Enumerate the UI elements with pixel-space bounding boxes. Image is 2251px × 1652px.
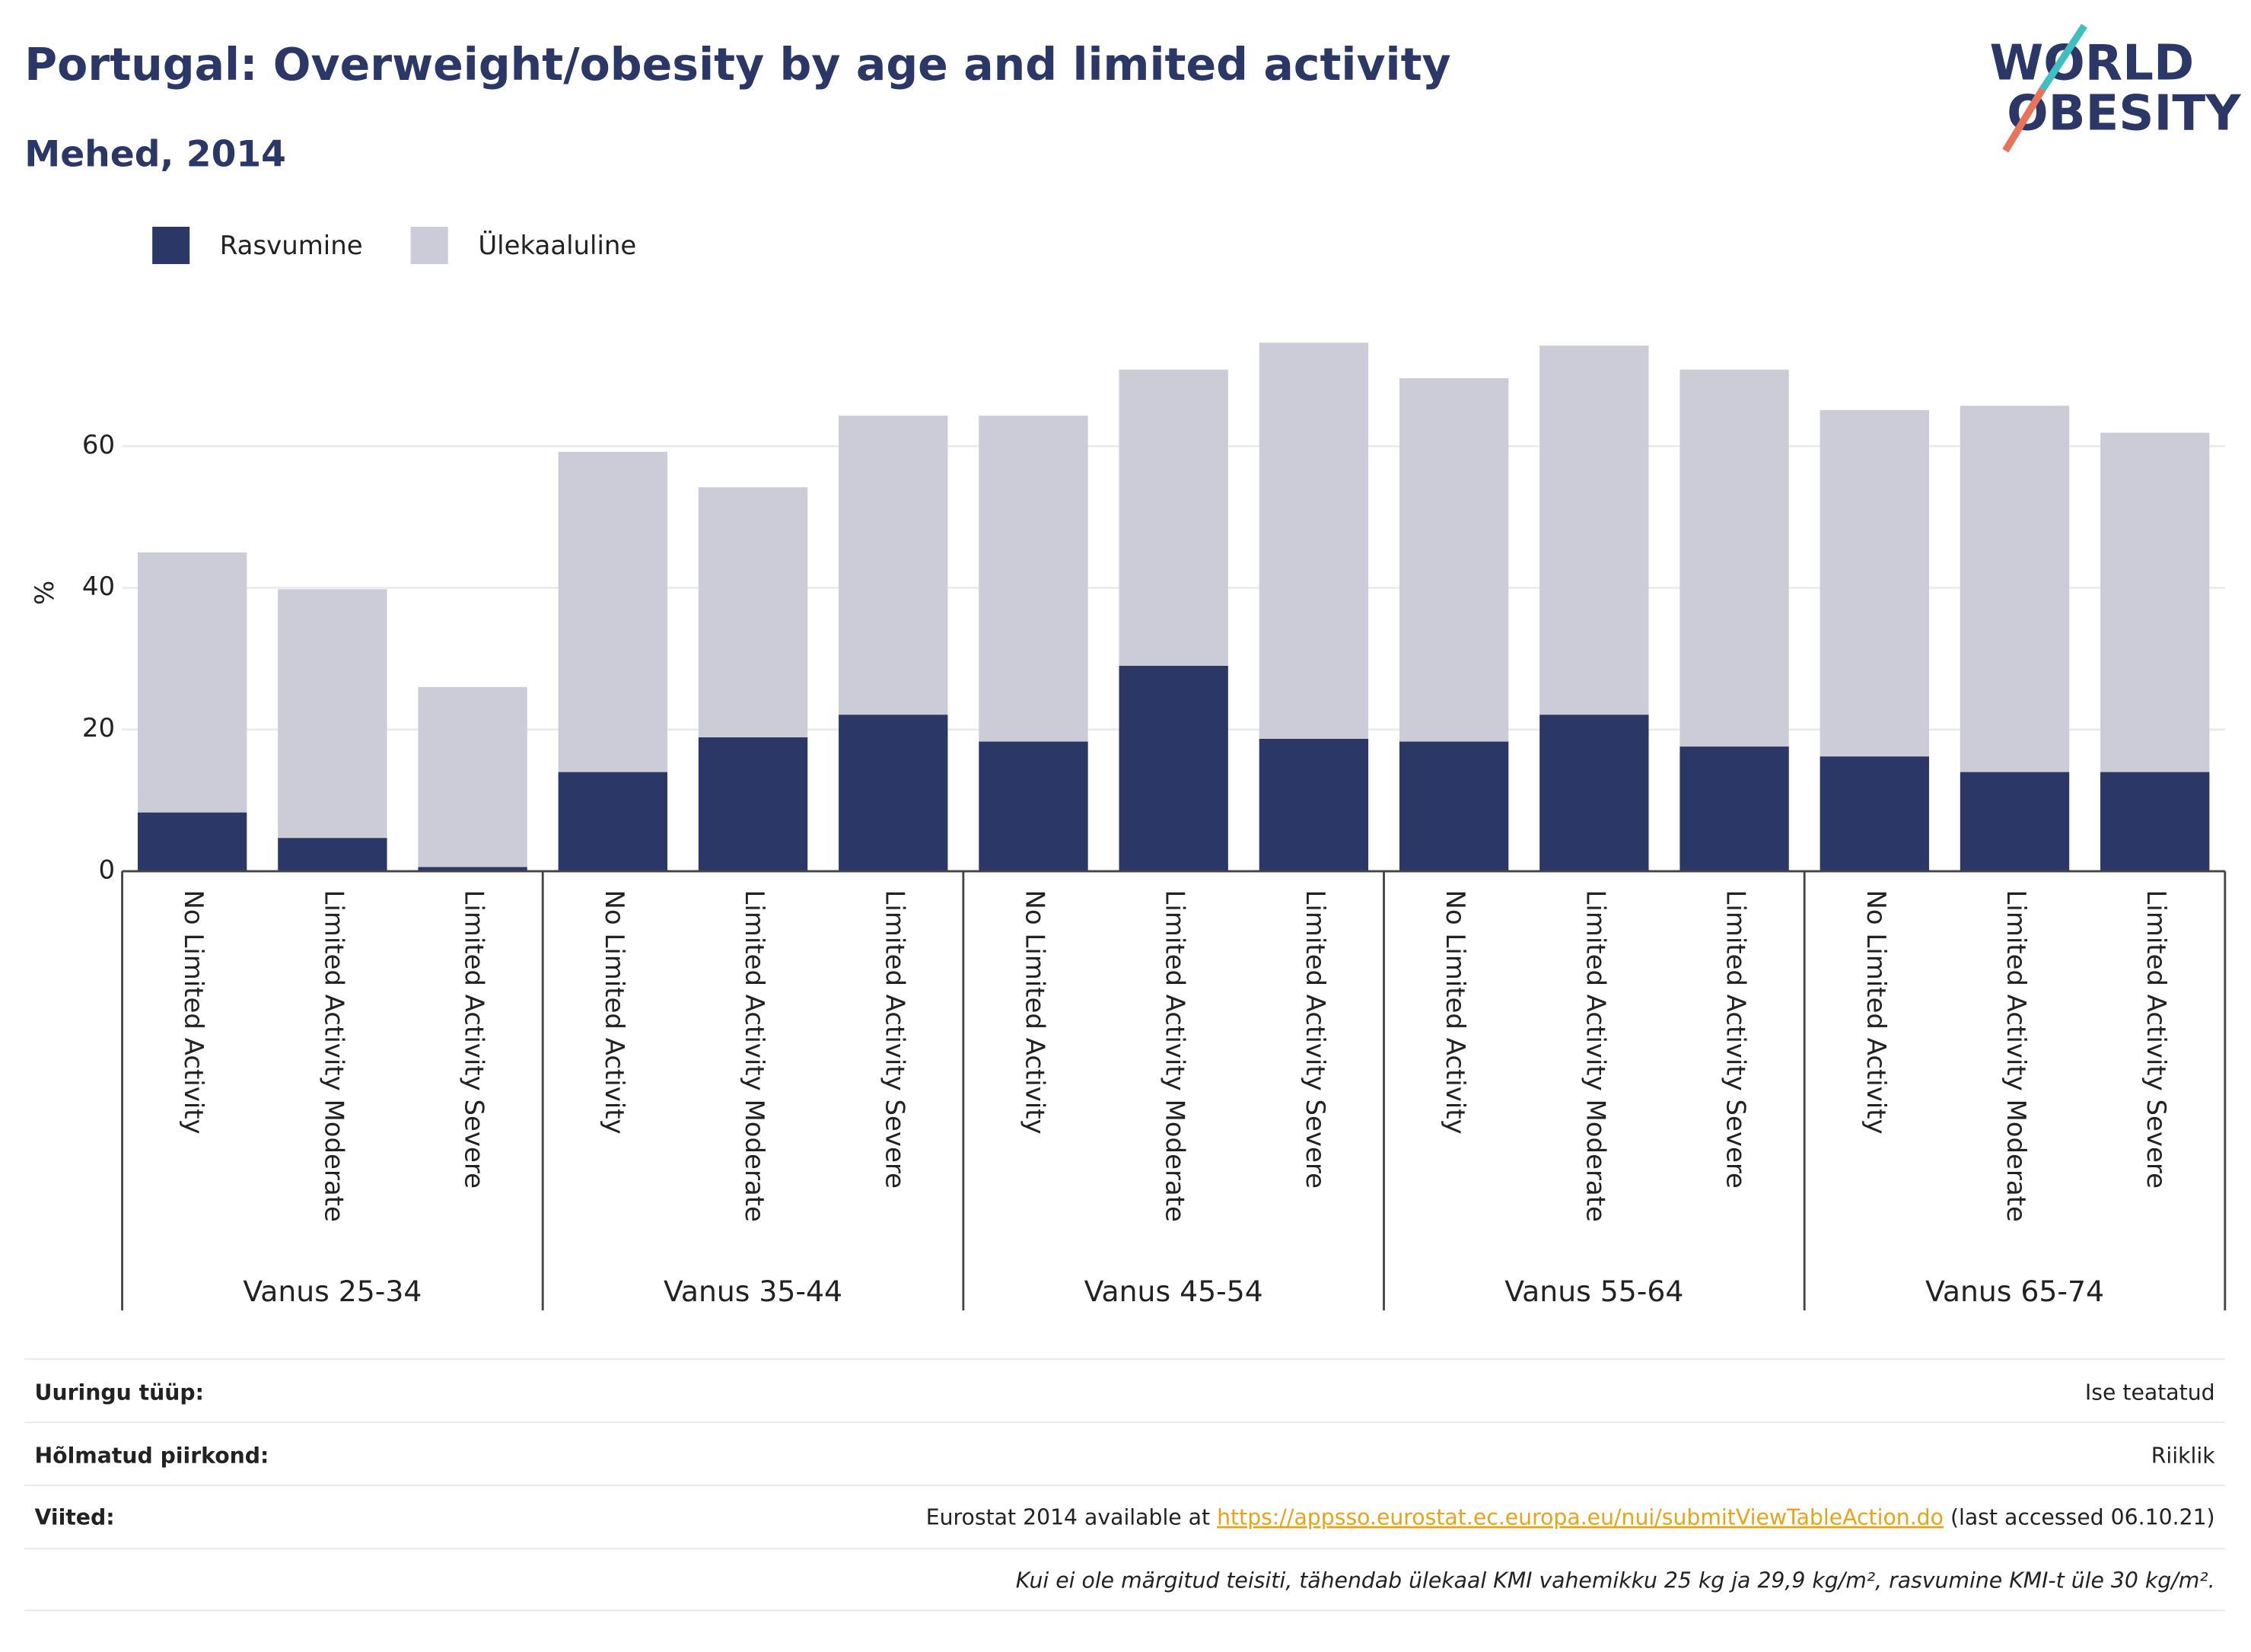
logo-slash — [2002, 87, 2046, 153]
x-tick-label: No Limited Activity — [1440, 890, 1470, 1134]
row-label: Viited: — [34, 1505, 114, 1530]
x-tick-label: No Limited Activity — [599, 890, 629, 1134]
bar-segment — [1539, 715, 1649, 871]
row-value: Ise teatatud — [2085, 1380, 2215, 1405]
x-tick-label: No Limited Activity — [1019, 890, 1049, 1134]
bar-segment — [558, 772, 667, 871]
x-tick-label: Limited Activity Moderate — [2001, 890, 2031, 1221]
bar-segment — [137, 552, 247, 813]
group-label: Vanus 25-34 — [243, 1275, 422, 1308]
y-tick-label: 0 — [99, 855, 116, 885]
bar-segment — [1259, 342, 1369, 739]
bar-segment — [979, 415, 1088, 742]
bar-segment — [839, 415, 948, 715]
bar-segment — [1119, 665, 1228, 871]
bar-segment — [2100, 432, 2210, 772]
bar-segment — [1960, 406, 2070, 772]
references: Eurostat 2014 available at https://appss… — [926, 1505, 2215, 1530]
bar-segment — [979, 741, 1088, 871]
y-axis-label: % — [30, 581, 60, 605]
group-label: Vanus 55-64 — [1504, 1275, 1683, 1308]
row-label: Uuringu tüüp: — [34, 1380, 203, 1405]
note: Kui ei ole märgitud teisiti, tähendab ül… — [1016, 1568, 2215, 1593]
bar-segment — [2100, 772, 2210, 871]
bar-segment — [1960, 772, 2070, 871]
bar-segment — [278, 838, 387, 871]
logo-slash — [2039, 24, 2087, 91]
bar-segment — [1399, 741, 1509, 871]
bar-segment — [1820, 409, 1929, 757]
bar-segment — [839, 715, 948, 871]
legend-label: Rasvumine — [220, 231, 363, 261]
y-tick-label: 60 — [82, 430, 115, 460]
group-label: Vanus 35-44 — [664, 1275, 842, 1308]
group-label: Vanus 45-54 — [1084, 1275, 1263, 1308]
row-value: Riiklik — [2151, 1443, 2215, 1468]
logo: WORLD OBESITY — [1989, 24, 2242, 153]
bar-segment — [558, 451, 667, 772]
bar-segment — [418, 686, 527, 867]
logo-text: OBESITY — [2007, 84, 2242, 142]
bar-segment — [698, 737, 808, 871]
group-label: Vanus 65-74 — [1925, 1275, 2104, 1308]
bar-segment — [1119, 369, 1228, 666]
bar-segment — [418, 867, 527, 871]
bar-segment — [1259, 738, 1369, 871]
logo-text: WORLD — [1989, 34, 2194, 91]
bar-segment — [137, 812, 247, 871]
bar-segment — [1399, 377, 1509, 742]
bar-segment — [1820, 756, 1929, 871]
legend-swatch — [410, 227, 448, 265]
x-tick-label: Limited Activity Moderate — [739, 890, 769, 1221]
chart-title: Portugal: Overweight/obesity by age and … — [24, 39, 1450, 91]
legend-label: Ülekaaluline — [478, 230, 636, 261]
x-tick-label: Limited Activity Moderate — [1160, 890, 1190, 1221]
ref-link[interactable]: https://appsso.eurostat.ec.europa.eu/nui… — [1217, 1505, 1944, 1530]
x-tick-label: No Limited Activity — [178, 890, 209, 1134]
x-tick-label: No Limited Activity — [1861, 890, 1891, 1134]
row-label: Hõlmatud piirkond: — [34, 1443, 269, 1468]
x-tick-label: Limited Activity Severe — [1721, 890, 1751, 1189]
x-tick-label: Limited Activity Severe — [1300, 890, 1330, 1189]
x-tick-label: Limited Activity Severe — [459, 890, 489, 1189]
y-tick-label: 20 — [82, 713, 115, 743]
bar-segment — [1679, 746, 1789, 871]
ref-text: Eurostat 2014 available at — [926, 1505, 1210, 1530]
x-tick-label: Limited Activity Severe — [879, 890, 909, 1189]
ref-text: (last accessed 06.10.21) — [1950, 1505, 2215, 1530]
x-tick-label: Limited Activity Severe — [2141, 890, 2171, 1189]
bar-segment — [698, 487, 808, 737]
x-tick-label: Limited Activity Moderate — [1580, 890, 1610, 1221]
bar-segment — [1679, 369, 1789, 747]
chart-subtitle: Mehed, 2014 — [24, 134, 286, 176]
bar-segment — [278, 589, 387, 839]
footer: Uuringu tüüp: Ise teatatud Hõlmatud piir… — [24, 1358, 2225, 1612]
bar-segment — [1539, 345, 1649, 715]
y-tick-label: 40 — [82, 571, 115, 602]
x-tick-label: Limited Activity Moderate — [318, 890, 349, 1221]
legend-swatch — [152, 227, 190, 265]
